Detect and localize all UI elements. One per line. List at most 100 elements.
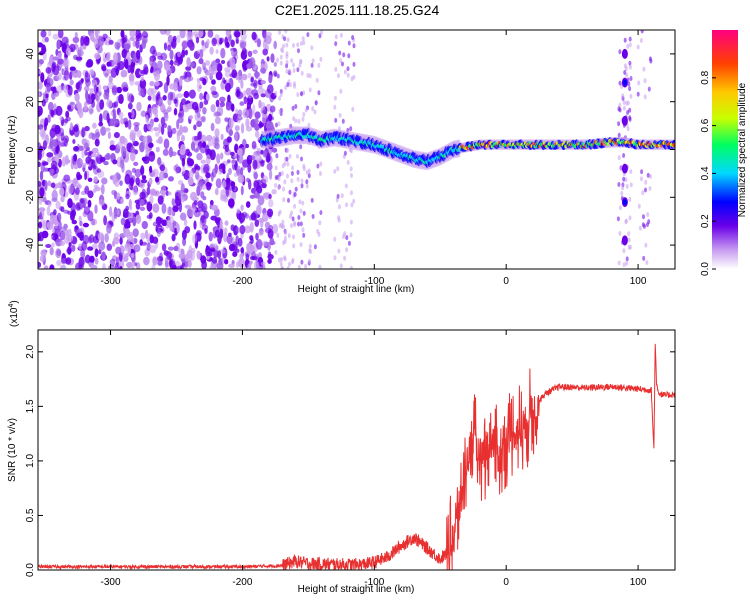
heatmap-cell (317, 90, 321, 96)
heatmap-cell (169, 49, 174, 60)
heatmap-cell (240, 122, 245, 134)
heatmap-cell (85, 79, 91, 87)
heatmap-cell (349, 166, 353, 172)
heatmap-cell (283, 161, 287, 167)
heatmap-cell (297, 264, 301, 269)
heatmap-cell (38, 149, 42, 161)
heatmap-cell (293, 81, 296, 87)
heatmap-cell (122, 87, 129, 92)
heatmap-cell (341, 118, 345, 124)
heatmap-cell (209, 46, 214, 55)
heatmap-cell (215, 49, 219, 54)
heatmap-cell (100, 184, 105, 195)
heatmap-cell (63, 58, 68, 66)
heatmap-cell (152, 221, 157, 227)
heatmap-cell (301, 116, 305, 122)
heatmap-cell (92, 164, 97, 170)
heatmap-cell (280, 256, 284, 262)
heatmap-cell (203, 99, 209, 105)
heatmap-cell (260, 261, 266, 266)
heatmap-cell (209, 149, 216, 161)
heatmap-cell (117, 42, 121, 49)
heatmap-cell (228, 167, 232, 175)
heatmap-cell (257, 195, 265, 206)
heatmap-cell (292, 62, 295, 68)
heatmap-cell (307, 173, 311, 179)
heatmap-cell (334, 41, 338, 47)
heatmap-cell (178, 248, 185, 254)
heatmap-cell (265, 155, 271, 163)
heatmap-cell (200, 116, 206, 122)
heatmap-cell (44, 36, 49, 43)
heatmap-cell (94, 52, 101, 60)
heatmap-cell (124, 121, 129, 128)
snr-frame (37, 329, 676, 571)
heatmap-cell (286, 266, 290, 269)
heatmap-cell (247, 263, 252, 269)
heatmap-cell (286, 148, 290, 153)
heatmap-cell (122, 36, 127, 42)
heatmap-cell (124, 173, 131, 185)
snr-xtick-label: -200 (232, 577, 252, 588)
heatmap-cell (186, 57, 191, 67)
heatmap-cell (94, 204, 98, 214)
heatmap-cell (646, 222, 649, 228)
heatmap-cell (181, 134, 185, 142)
heatmap-cell (260, 93, 266, 98)
heatmap-cell (647, 86, 651, 92)
heatmap-cell (98, 249, 102, 255)
heatmap-cell (96, 45, 103, 54)
heatmap-cell (641, 190, 645, 196)
heatmap-cell (205, 172, 211, 179)
heatmap-cell (196, 81, 202, 93)
heatmap-cell (241, 73, 248, 81)
heatmap-cell (89, 69, 95, 76)
heatmap-cell (73, 126, 80, 138)
heatmap-cell (211, 79, 216, 85)
heatmap-cell (99, 156, 106, 163)
heatmap-cell (319, 161, 323, 167)
heatmap-cell (336, 193, 340, 199)
heatmap-cell (239, 253, 244, 260)
heatmap-cell (201, 62, 206, 67)
heatmap-cell (132, 216, 137, 227)
heatmap-cell (267, 84, 274, 94)
heatmap-cell (293, 203, 297, 209)
heatmap-cell (152, 93, 156, 102)
heatmap-cell (113, 101, 119, 108)
heatmap-cell (74, 225, 79, 230)
heatmap-cell (131, 261, 135, 269)
heatmap-cell (621, 235, 628, 246)
heatmap-cell (623, 63, 627, 69)
heatmap-cell (618, 80, 622, 86)
heatmap-cell (305, 169, 309, 175)
heatmap-cell (97, 36, 105, 47)
heatmap-cell (181, 229, 187, 240)
heatmap-cell (72, 139, 76, 144)
heatmap-cell (280, 170, 284, 176)
heatmap-cell (216, 153, 221, 165)
heatmap-cell (53, 209, 57, 216)
heatmap-cell (114, 65, 119, 73)
snr-series-line (38, 343, 675, 570)
heatmap-cell (123, 228, 131, 238)
heatmap-cell (185, 66, 192, 71)
heatmap-cell (282, 43, 285, 49)
heatmap-cell (266, 36, 272, 45)
heatmap-cell (56, 212, 62, 223)
heatmap-cell (101, 251, 106, 261)
heatmap-cell (85, 60, 93, 68)
heatmap-cell (42, 161, 49, 166)
heatmap-cell (298, 199, 302, 205)
heatmap-cell (139, 79, 147, 89)
heatmap-cell (288, 189, 292, 195)
heatmap-cell (333, 95, 337, 101)
spectrogram-ylabel: Frequency (Hz) (7, 116, 18, 185)
heatmap-cell (106, 61, 112, 67)
heatmap-cell (649, 58, 653, 64)
snr-y-multiplier-close: ) (9, 300, 20, 303)
heatmap-cell (129, 36, 135, 41)
heatmap-cell (284, 30, 288, 34)
heatmap-cell (108, 75, 113, 84)
heatmap-cell (618, 231, 622, 236)
